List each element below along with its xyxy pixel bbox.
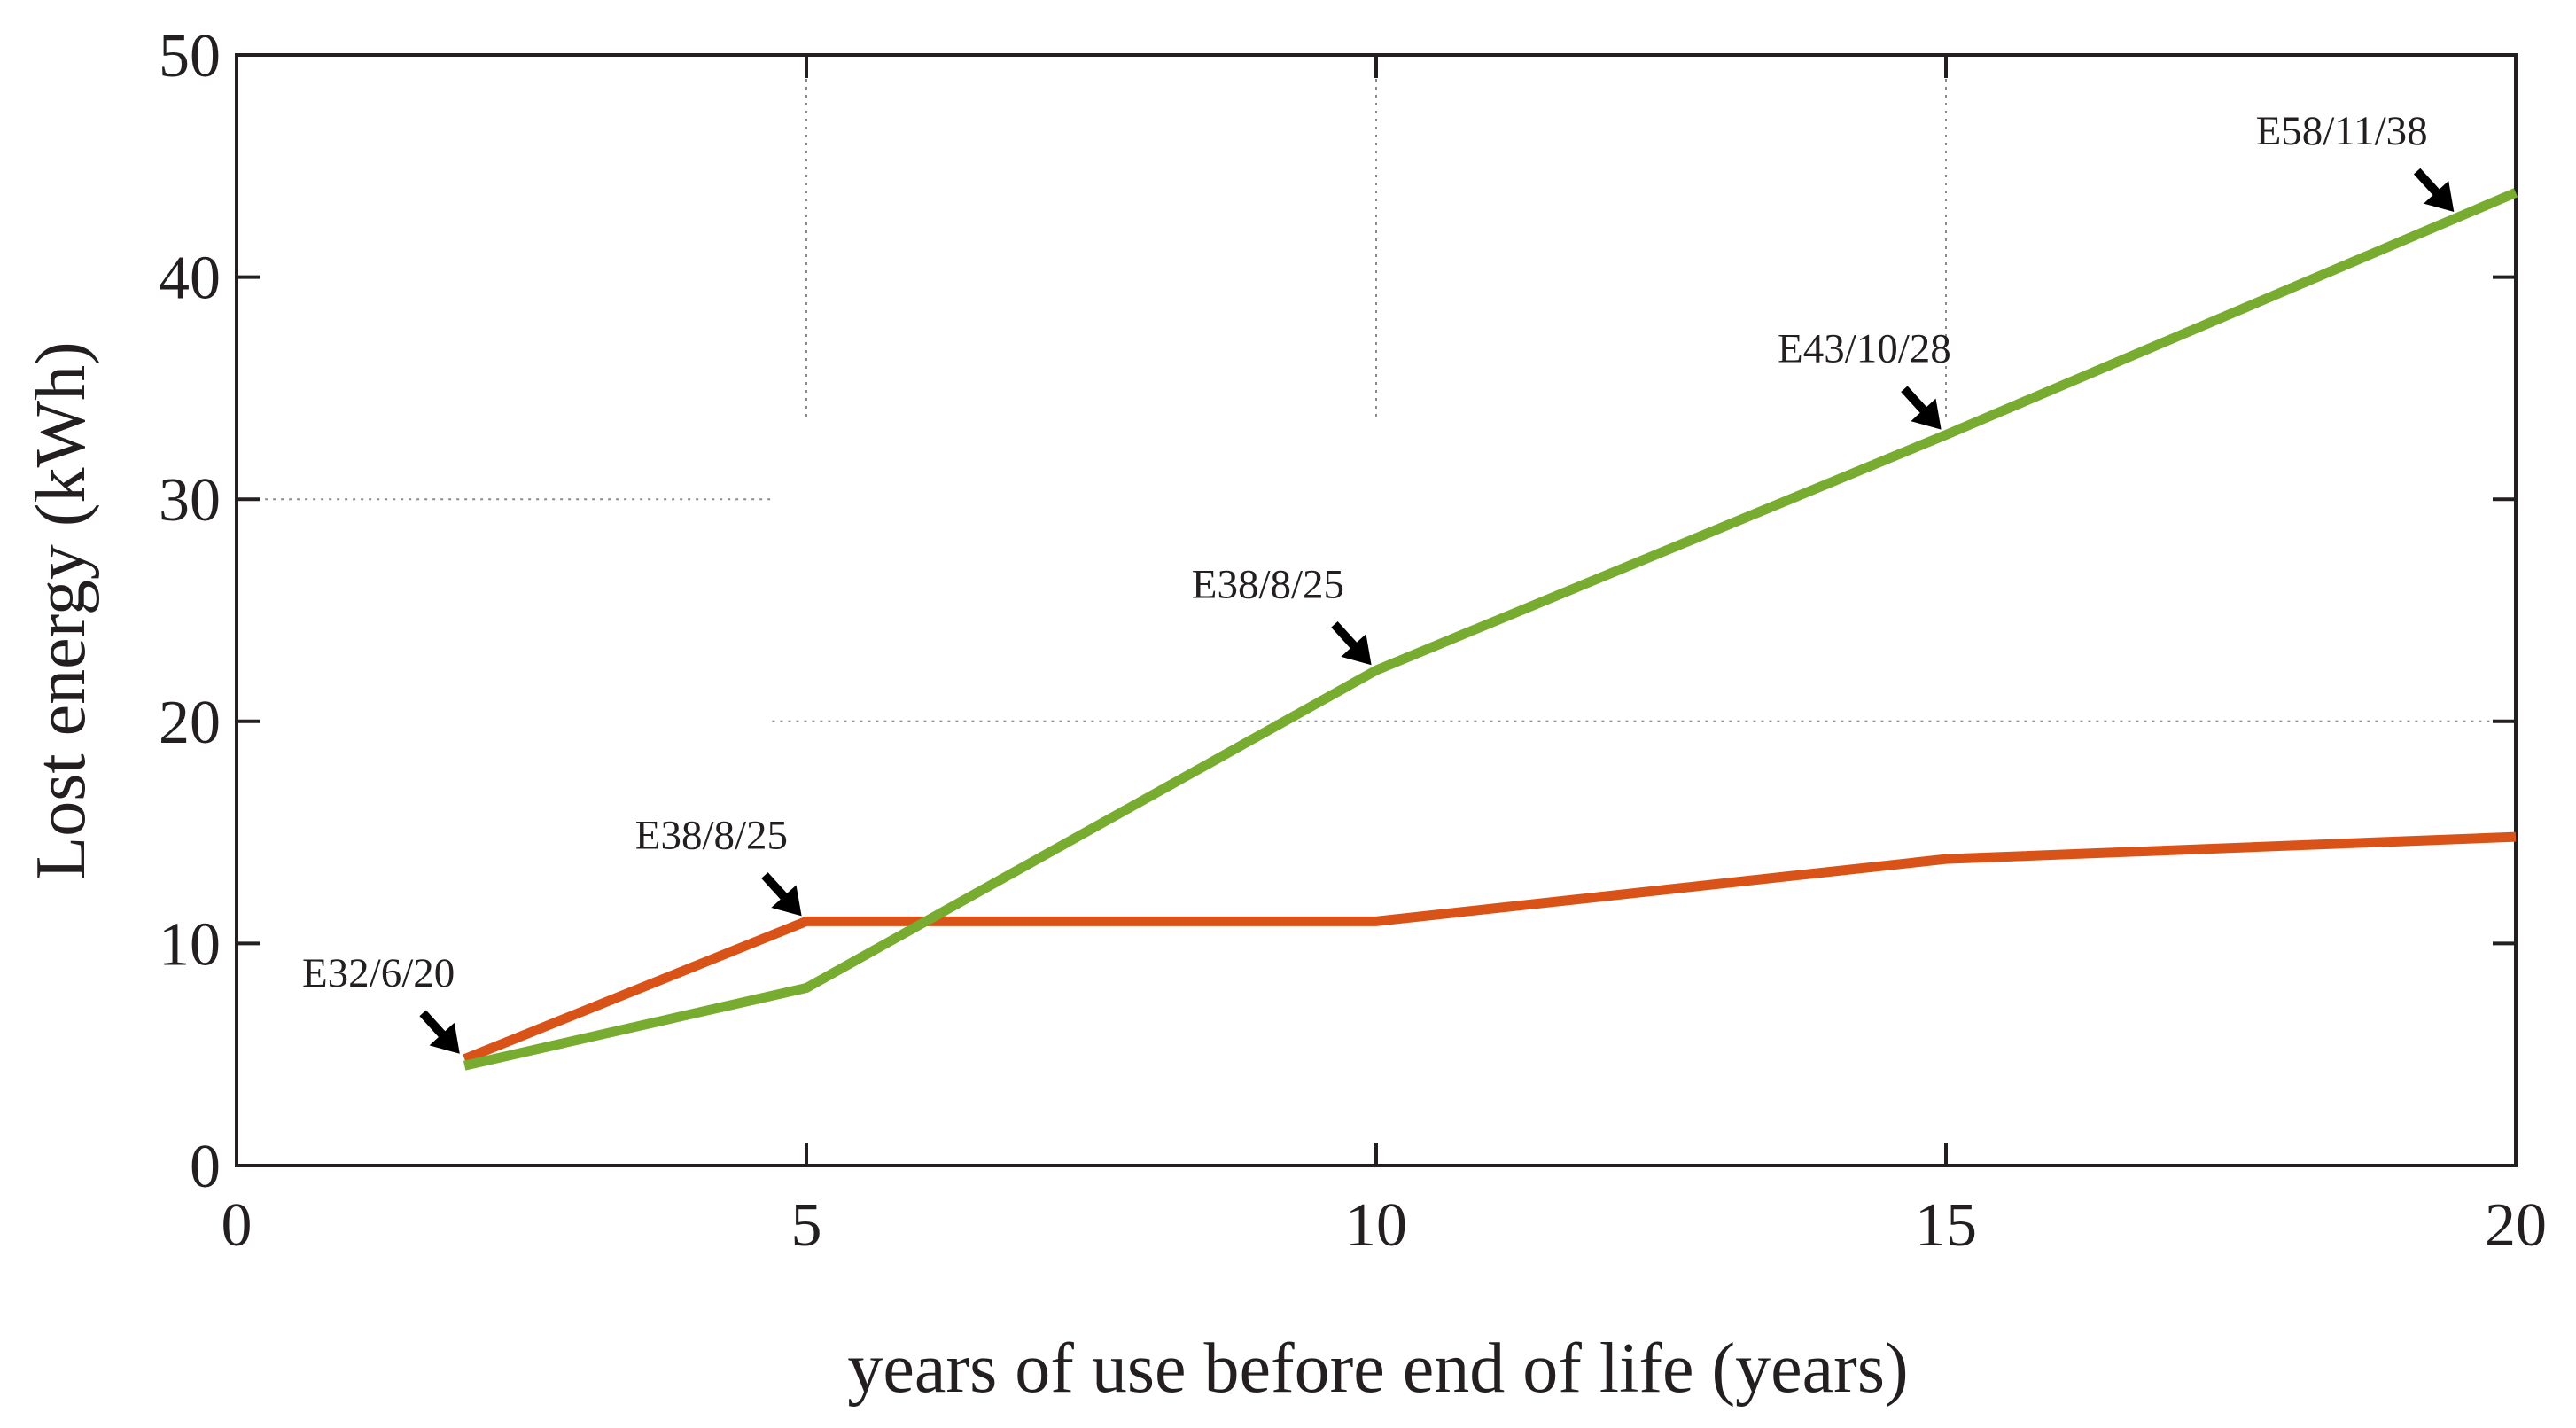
series-line (463, 188, 2518, 1071)
annotation-arrow (2413, 168, 2441, 197)
annotation-arrow (1331, 621, 1358, 650)
annotations: E32/6/20 E38/8/25 E38/8/25 E43/10/28 E58/11/… (302, 108, 2455, 1054)
annotation-arrowhead (1341, 634, 1372, 666)
annotation-label: E43/10/28 (1778, 326, 1951, 372)
annotation-arrow (1901, 386, 1928, 415)
x-tick-label: 5 (791, 1191, 822, 1260)
x-tick-label: 10 (1345, 1191, 1407, 1260)
series-line (463, 831, 2517, 1064)
series-lines (463, 188, 2518, 1071)
axis-ticks (235, 53, 2518, 1167)
y-tick-labels: 0 10 20 30 40 50 (159, 22, 221, 1201)
y-axis-title: Lost energy (kWh) (22, 341, 100, 879)
annotation-label: E58/11/38 (2256, 108, 2428, 154)
x-tick-label: 15 (1915, 1191, 1977, 1260)
y-tick-label: 50 (159, 22, 221, 90)
y-tick-label: 30 (159, 466, 221, 535)
x-tick-label: 0 (222, 1191, 253, 1260)
annotation-arrowhead (2424, 181, 2455, 213)
x-tick-label: 20 (2485, 1191, 2547, 1260)
x-axis-title: years of use before end of life (years) (847, 1330, 1908, 1408)
annotation-arrow (761, 872, 789, 901)
y-tick-label: 20 (159, 689, 221, 757)
annotation-arrowhead (429, 1022, 460, 1054)
y-tick-label: 40 (159, 245, 221, 313)
annotation-label: E38/8/25 (635, 813, 788, 859)
guide-lines (265, 55, 2516, 722)
annotation-label: E38/8/25 (1192, 561, 1344, 607)
annotation-arrow (419, 1010, 447, 1039)
annotation-arrowhead (771, 885, 802, 917)
annotation-label: E32/6/20 (302, 950, 455, 996)
annotation-arrowhead (1911, 398, 1942, 430)
y-tick-label: 0 (190, 1133, 221, 1201)
y-tick-label: 10 (159, 910, 221, 979)
x-tick-labels: 0 5 10 15 20 (222, 1191, 2548, 1260)
